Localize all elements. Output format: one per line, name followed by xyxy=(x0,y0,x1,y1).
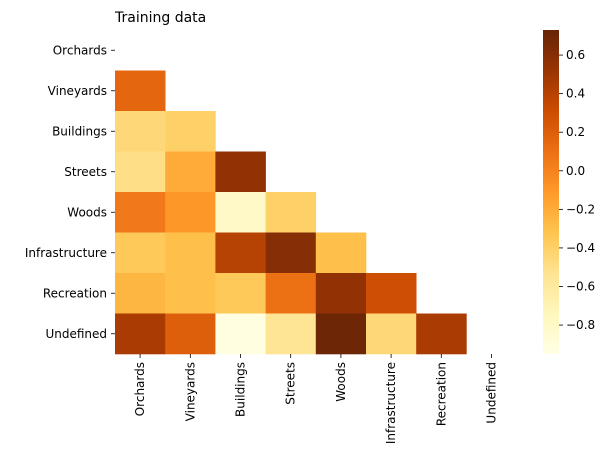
y-tick-labels: Orchards Vineyards Buildings Streets Woods In… xyxy=(25,43,115,341)
heatmap-cell-undefined-streets xyxy=(265,313,317,355)
heatmap-cell-undefined-buildings xyxy=(215,313,266,355)
heatmap-cell-undefined-vineyards xyxy=(165,313,216,355)
heatmap-cell-undefined-recreation xyxy=(416,313,467,355)
heatmap-cell-infrastructure-streets xyxy=(265,232,317,274)
colorbar-ticks: 0.6 0.4 0.2 0.0 −0.2 −0.4 −0.6 −0.8 xyxy=(559,48,595,332)
x-tick-label-streets: Streets xyxy=(284,362,298,405)
colorbar-tick-label: 0.2 xyxy=(566,125,585,139)
heatmap-cell-recreation-streets xyxy=(265,273,317,314)
y-tick-label-orchards: Orchards xyxy=(53,43,107,57)
heatmap-cell-buildings-orchards xyxy=(115,111,166,152)
x-tick-label-undefined: Undefined xyxy=(485,362,499,424)
heatmap-cell-woods-vineyards xyxy=(165,192,216,233)
heatmap-cell-infrastructure-woods xyxy=(315,232,367,274)
heatmap-cell-undefined-woods xyxy=(315,313,367,355)
heatmap-cells xyxy=(115,70,467,355)
heatmap-cell-infrastructure-vineyards xyxy=(165,232,216,274)
x-tick-label-infrastructure: Infrastructure xyxy=(384,362,398,444)
heatmap-cell-recreation-vineyards xyxy=(165,273,216,314)
heatmap-cell-undefined-infrastructure xyxy=(366,313,417,355)
heatmap-cell-undefined-orchards xyxy=(115,313,166,355)
y-tick-label-buildings: Buildings xyxy=(52,124,107,138)
x-tick-label-woods: Woods xyxy=(334,362,348,402)
chart-title: Training data xyxy=(114,10,206,26)
heatmap-cell-vineyards-orchards xyxy=(115,70,166,112)
colorbar-tick-label: −0.6 xyxy=(566,280,595,294)
heatmap-cell-recreation-woods xyxy=(315,273,367,314)
y-tick-label-woods: Woods xyxy=(67,205,107,219)
colorbar-tick-label: −0.8 xyxy=(566,318,595,332)
colorbar-tick-label: −0.2 xyxy=(566,202,595,216)
heatmap-cell-streets-buildings xyxy=(215,151,266,193)
heatmap-cell-recreation-orchards xyxy=(115,273,166,314)
colorbar xyxy=(543,30,559,354)
heatmap-cell-streets-orchards xyxy=(115,151,166,193)
colorbar-tick-label: 0.4 xyxy=(566,87,585,101)
y-tick-label-vineyards: Vineyards xyxy=(48,84,107,98)
heatmap-cell-recreation-infrastructure xyxy=(366,273,417,314)
heatmap-cell-streets-vineyards xyxy=(165,151,216,193)
colorbar-tick-label: 0.6 xyxy=(566,48,585,62)
heatmap-cell-infrastructure-buildings xyxy=(215,232,266,274)
x-tick-label-recreation: Recreation xyxy=(434,362,448,426)
x-tick-label-vineyards: Vineyards xyxy=(183,362,197,421)
colorbar-tick-label: −0.4 xyxy=(566,241,595,255)
y-tick-label-infrastructure: Infrastructure xyxy=(25,246,107,260)
heatmap-cell-recreation-buildings xyxy=(215,273,266,314)
y-tick-label-undefined: Undefined xyxy=(45,327,107,341)
x-tick-label-orchards: Orchards xyxy=(133,362,147,416)
x-tick-label-buildings: Buildings xyxy=(234,362,248,417)
heatmap-cell-buildings-vineyards xyxy=(165,111,216,152)
heatmap-cell-woods-orchards xyxy=(115,192,166,233)
x-tick-labels: Orchards Vineyards Buildings Streets Woods In… xyxy=(133,354,499,444)
colorbar-tick-label: 0.0 xyxy=(566,164,585,178)
heatmap-cell-woods-buildings xyxy=(215,192,266,233)
y-tick-label-streets: Streets xyxy=(64,165,107,179)
heatmap-cell-woods-streets xyxy=(265,192,317,233)
heatmap-cell-infrastructure-orchards xyxy=(115,232,166,274)
y-tick-label-recreation: Recreation xyxy=(43,286,107,300)
